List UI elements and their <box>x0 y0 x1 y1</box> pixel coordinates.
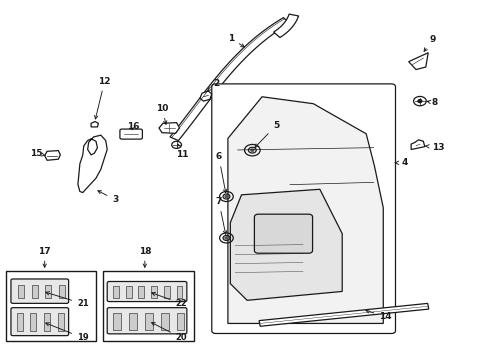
Circle shape <box>418 100 422 103</box>
Text: 12: 12 <box>95 77 111 119</box>
FancyBboxPatch shape <box>107 282 187 302</box>
FancyBboxPatch shape <box>11 308 69 336</box>
FancyBboxPatch shape <box>212 84 395 333</box>
Text: 1: 1 <box>228 34 245 47</box>
Bar <box>58 314 64 330</box>
Polygon shape <box>45 150 60 160</box>
Bar <box>46 285 51 298</box>
Polygon shape <box>273 14 298 37</box>
Polygon shape <box>409 53 428 69</box>
Polygon shape <box>411 140 425 149</box>
Bar <box>126 286 132 298</box>
Text: 8: 8 <box>427 98 438 107</box>
Polygon shape <box>91 122 98 127</box>
Polygon shape <box>200 91 212 101</box>
Text: 16: 16 <box>127 122 139 131</box>
Bar <box>44 314 50 330</box>
FancyBboxPatch shape <box>11 279 69 303</box>
Text: 11: 11 <box>175 144 188 159</box>
Bar <box>5 271 96 341</box>
Text: 22: 22 <box>152 292 187 308</box>
Polygon shape <box>228 97 383 323</box>
Bar <box>145 314 153 329</box>
Bar <box>17 314 23 330</box>
Bar <box>176 314 184 329</box>
FancyBboxPatch shape <box>120 129 143 139</box>
Bar <box>103 271 194 341</box>
Text: 4: 4 <box>395 158 408 167</box>
Polygon shape <box>170 18 290 141</box>
Text: 18: 18 <box>139 247 151 267</box>
Text: 21: 21 <box>46 292 89 308</box>
Bar <box>113 314 121 329</box>
Text: 6: 6 <box>216 152 227 193</box>
Text: 19: 19 <box>46 323 89 342</box>
Polygon shape <box>230 189 342 300</box>
Bar <box>129 314 137 329</box>
Polygon shape <box>259 303 429 326</box>
Polygon shape <box>159 123 179 134</box>
Bar <box>32 285 38 298</box>
Text: 17: 17 <box>38 247 51 267</box>
Bar <box>151 286 157 298</box>
Text: 9: 9 <box>424 35 436 51</box>
Text: 20: 20 <box>151 323 187 342</box>
Bar <box>59 285 65 298</box>
FancyBboxPatch shape <box>254 214 313 253</box>
Text: 7: 7 <box>216 197 226 234</box>
Bar <box>139 286 145 298</box>
Circle shape <box>225 195 228 198</box>
Circle shape <box>225 237 228 239</box>
Bar <box>30 314 36 330</box>
Text: 3: 3 <box>98 191 119 204</box>
Bar <box>113 286 119 298</box>
Bar <box>164 286 170 298</box>
Text: 14: 14 <box>366 310 392 321</box>
Circle shape <box>251 149 254 151</box>
Text: 10: 10 <box>156 104 169 124</box>
Bar <box>161 314 169 329</box>
Polygon shape <box>78 135 107 193</box>
FancyBboxPatch shape <box>107 308 187 334</box>
Text: 13: 13 <box>426 143 444 152</box>
Text: 15: 15 <box>30 149 45 158</box>
Text: 5: 5 <box>255 121 279 148</box>
Text: 2: 2 <box>208 79 220 91</box>
Bar <box>176 286 182 298</box>
Bar <box>18 285 24 298</box>
